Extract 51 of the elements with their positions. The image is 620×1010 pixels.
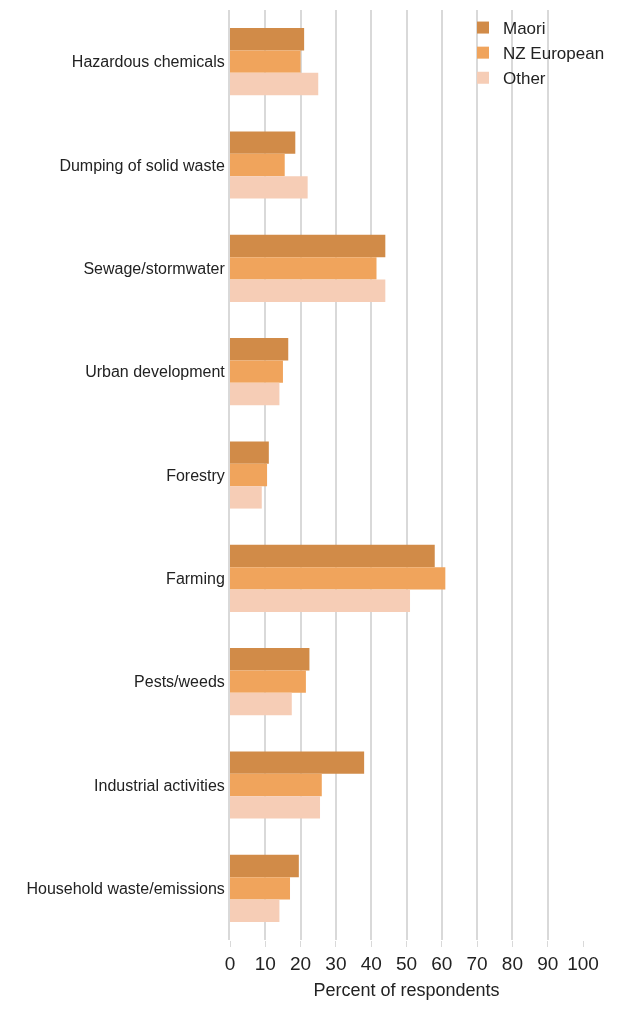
legend-label: NZ European — [502, 44, 605, 64]
y-tick-label: Dumping of solid waste — [59, 156, 225, 174]
bar — [230, 153, 285, 177]
bar — [230, 567, 446, 590]
legend-label: Other — [502, 69, 546, 89]
bar — [230, 877, 291, 900]
y-tick-label: Urban development — [85, 363, 226, 381]
y-tick-label: Forestry — [166, 466, 225, 484]
y-tick-label: Sewage/stormwater — [83, 259, 226, 277]
bar — [230, 544, 435, 568]
bar — [230, 257, 377, 280]
x-tick-label: 100 — [567, 952, 599, 974]
bar — [230, 382, 280, 406]
legend-label: Maori — [502, 19, 546, 39]
y-tick-label: Household waste/emissions — [26, 879, 225, 897]
bar — [230, 899, 280, 922]
bar — [230, 279, 386, 302]
bar — [230, 751, 365, 774]
y-tick-label: Farming — [166, 569, 225, 587]
x-tick-label: 80 — [501, 952, 523, 974]
bar — [230, 28, 305, 51]
bar — [230, 486, 262, 509]
x-tick-label: 90 — [537, 952, 559, 974]
bar — [230, 670, 306, 693]
bar — [230, 360, 283, 383]
x-tick-label: 60 — [431, 952, 453, 974]
bar — [230, 589, 411, 612]
bar — [230, 441, 269, 464]
bar — [230, 796, 321, 819]
y-tick-label: Industrial activities — [94, 776, 225, 794]
x-tick-label: 0 — [224, 952, 236, 974]
bar — [230, 338, 289, 361]
bar — [230, 72, 319, 96]
bar — [230, 854, 299, 878]
y-tick-label: Pests/weeds — [134, 673, 225, 691]
bar — [230, 234, 386, 258]
x-axis-title: Percent of respondents — [313, 979, 500, 1000]
bar — [230, 648, 310, 671]
x-tick-label: 30 — [325, 952, 347, 974]
x-tick-label: 20 — [290, 952, 312, 974]
y-tick-label: Hazardous chemicals — [71, 53, 225, 71]
bar — [230, 176, 308, 199]
x-tick-label: 10 — [254, 952, 276, 974]
bar — [230, 692, 292, 716]
bar — [230, 463, 268, 487]
bar — [230, 50, 301, 73]
x-tick-label: 70 — [466, 952, 488, 974]
bar — [230, 773, 322, 797]
x-tick-label: 50 — [395, 952, 418, 974]
bar — [230, 131, 296, 154]
x-tick-label: 40 — [360, 952, 382, 974]
